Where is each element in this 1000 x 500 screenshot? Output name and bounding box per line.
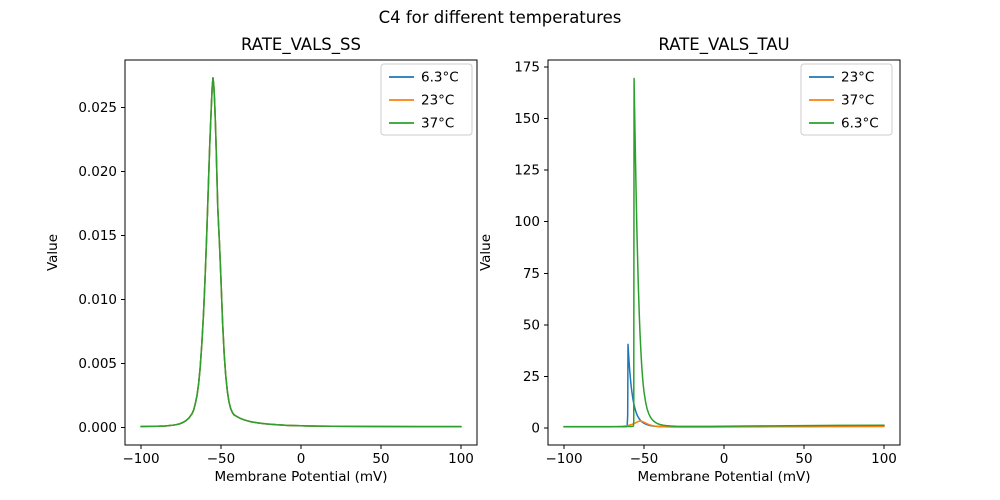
left-x-tick-label: −50 [207, 451, 236, 467]
right-y-tick-label: 25 [523, 369, 540, 385]
right-y-tick-label: 150 [514, 111, 540, 127]
left-legend-label: 37°C [421, 116, 454, 132]
left-series-line-37C [140, 77, 462, 428]
left-y-tick-label: 0.020 [78, 164, 117, 180]
right-x-tick-label: 100 [871, 451, 897, 467]
right-subplot-title: RATE_VALS_TAU [658, 35, 789, 55]
right-y-tick-label: 75 [523, 266, 540, 282]
right-y-tick-label: 0 [531, 420, 540, 436]
right-y-tick-label: 100 [514, 214, 540, 230]
left-y-axis-label: Value [45, 234, 61, 271]
right-y-axis-label: Value [478, 234, 494, 271]
right-x-tick-label: 0 [720, 451, 729, 467]
left-legend-box [380, 63, 473, 136]
right-legend-label: 6.3°C [841, 116, 879, 132]
right-x-tick-label: 50 [795, 451, 812, 467]
right-x-tick-label: −100 [545, 451, 582, 467]
right-y-tick-label: 50 [523, 317, 540, 333]
left-legend-label: 6.3°C [421, 70, 459, 86]
left-y-tick-label: 0.015 [78, 228, 117, 244]
left-legend-label: 23°C [421, 93, 454, 109]
left-y-tick-label: 0.005 [78, 356, 117, 372]
right-legend-label: 37°C [841, 93, 874, 109]
left-y-tick-label: 0.010 [78, 292, 117, 308]
right-y-tick-label: 125 [514, 163, 540, 179]
right-series-line-6.3C [563, 77, 885, 428]
left-x-tick-label: 0 [297, 451, 306, 467]
right-y-tick-label: 175 [514, 60, 540, 76]
left-x-tick-label: 100 [448, 451, 474, 467]
right-x-tick-label: −50 [630, 451, 659, 467]
left-x-tick-label: 50 [372, 451, 389, 467]
left-subplot-title: RATE_VALS_SS [241, 35, 361, 55]
left-y-tick-label: 0.025 [78, 100, 117, 116]
left-y-tick-label: 0.000 [78, 420, 117, 436]
right-x-axis-label: Membrane Potential (mV) [637, 469, 810, 485]
right-legend-label: 23°C [841, 70, 874, 86]
left-x-axis-label: Membrane Potential (mV) [214, 469, 387, 485]
figure-suptitle: C4 for different temperatures [378, 8, 622, 27]
left-x-tick-label: −100 [122, 451, 159, 467]
right-legend-box [800, 63, 893, 136]
